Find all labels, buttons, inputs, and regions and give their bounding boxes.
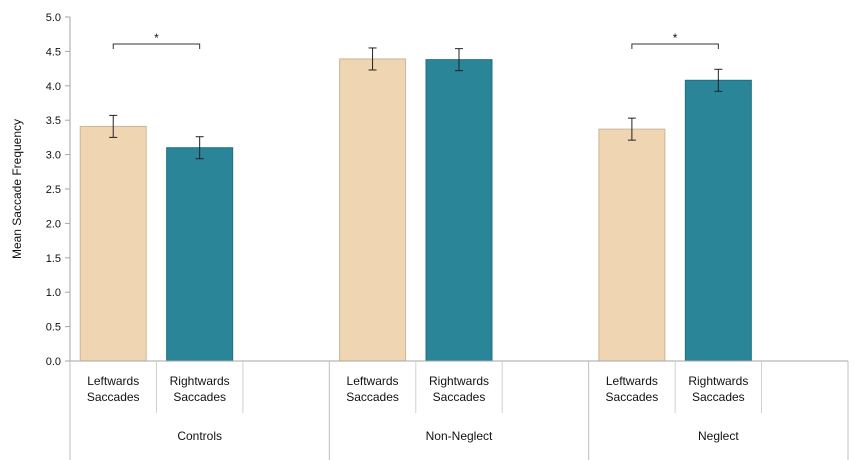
y-axis: 0.0 0.5 1.0 1.5 2.0 2.5 3.0 3.5 4.0 4.5 5.0 — [46, 12, 71, 368]
y-tick-label: 3.0 — [46, 150, 61, 162]
bar — [166, 147, 234, 362]
category-label: Saccades — [433, 390, 486, 404]
significance-marker: * — [154, 31, 159, 45]
y-tick-label: 4.5 — [46, 46, 61, 58]
category-label: Rightwards — [170, 374, 230, 388]
bars: * * — [79, 31, 752, 362]
bar — [339, 58, 407, 362]
category-label: Saccades — [173, 390, 226, 404]
y-tick-label: 1.5 — [46, 253, 61, 265]
y-tick-label: 5.0 — [46, 12, 61, 24]
bar — [425, 59, 493, 362]
category-label: Saccades — [692, 390, 745, 404]
bar — [684, 79, 752, 362]
bar — [598, 128, 666, 362]
y-tick-label: 0.5 — [46, 322, 61, 334]
y-tick-label: 4.0 — [46, 81, 61, 93]
significance-bracket — [112, 43, 201, 49]
category-label: Saccades — [346, 390, 399, 404]
category-label: Leftwards — [347, 374, 399, 388]
y-tick-label: 2.5 — [46, 184, 61, 196]
y-tick-label: 0.0 — [46, 356, 61, 368]
bar — [79, 125, 147, 362]
category-label: Leftwards — [606, 374, 658, 388]
significance-marker: * — [673, 31, 678, 45]
y-tick-label: 3.5 — [46, 115, 61, 127]
category-label: Rightwards — [688, 374, 748, 388]
category-label: Leftwards — [87, 374, 139, 388]
significance-bracket — [631, 43, 719, 49]
y-axis-label: Mean Saccade Frequency — [10, 119, 24, 259]
group-label: Non-Neglect — [426, 429, 493, 443]
group-label: Controls — [177, 429, 222, 443]
category-label: Saccades — [87, 390, 140, 404]
group-label: Neglect — [698, 429, 739, 443]
y-tick-label: 2.0 — [46, 218, 61, 230]
x-axis: Controls Leftwards Saccades Rightwards Sacca… — [69, 360, 849, 460]
category-label: Rightwards — [429, 374, 489, 388]
y-tick-label: 1.0 — [46, 287, 61, 299]
category-label: Saccades — [606, 390, 659, 404]
